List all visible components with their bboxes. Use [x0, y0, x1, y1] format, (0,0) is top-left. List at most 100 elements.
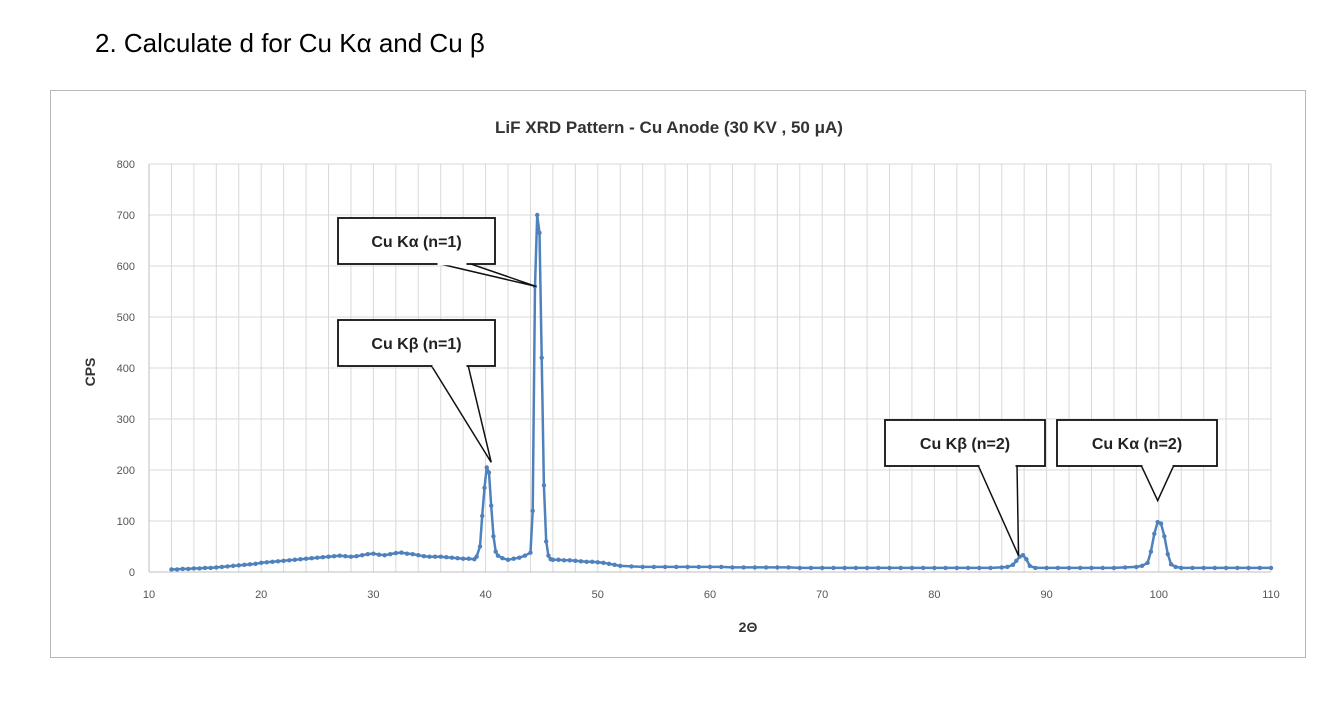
- data-point: [230, 563, 236, 569]
- callout-label: Cu Kβ (n=2): [920, 436, 1010, 453]
- data-point: [1134, 564, 1139, 570]
- data-point: [546, 553, 551, 558]
- data-point: [1044, 565, 1049, 571]
- data-point: [1155, 519, 1160, 525]
- y-tick-label: 200: [117, 465, 135, 477]
- data-point: [208, 565, 213, 571]
- data-point: [388, 551, 393, 557]
- data-point: [186, 566, 191, 572]
- data-point: [500, 556, 505, 561]
- data-point: [1027, 563, 1032, 569]
- data-point: [741, 565, 746, 570]
- data-point: [1024, 557, 1029, 562]
- data-point: [455, 556, 460, 561]
- x-tick-label: 30: [367, 589, 379, 601]
- data-point: [410, 551, 415, 557]
- data-point: [977, 565, 982, 571]
- data-point: [685, 564, 690, 570]
- data-point: [493, 549, 498, 554]
- data-point: [491, 534, 496, 539]
- data-point: [427, 554, 432, 559]
- data-point: [1139, 563, 1145, 569]
- data-point: [480, 513, 485, 519]
- data-point: [477, 544, 483, 549]
- data-point: [1089, 565, 1094, 571]
- data-point: [191, 566, 197, 571]
- data-point: [432, 554, 438, 559]
- x-tick-label: 100: [1150, 589, 1168, 601]
- data-point: [1148, 549, 1154, 554]
- data-point: [275, 559, 281, 564]
- data-point: [399, 550, 404, 555]
- y-tick-label: 300: [117, 414, 135, 426]
- data-point: [1173, 564, 1178, 570]
- data-point: [528, 550, 533, 555]
- callout-ka2: Cu Kα (n=2): [1056, 419, 1218, 503]
- data-point: [1111, 565, 1117, 571]
- data-point: [343, 553, 348, 559]
- chart-title: LiF XRD Pattern - Cu Anode (30 KV , 50 μ…: [495, 118, 843, 137]
- y-tick-label: 0: [129, 567, 135, 579]
- data-point: [589, 559, 595, 564]
- y-tick-label: 500: [117, 312, 135, 324]
- annotations: Cu Kα (n=1) Cu Kβ (n=1) Cu Kβ (n=2) Cu Kα (…: [337, 217, 1218, 556]
- callout-pointer: [429, 364, 492, 463]
- data-point: [943, 565, 948, 571]
- data-point: [696, 564, 701, 570]
- y-tick-label: 400: [117, 363, 135, 375]
- x-tick-label: 80: [928, 589, 940, 601]
- data-point: [640, 564, 645, 570]
- data-point: [315, 555, 320, 560]
- data-point: [1145, 560, 1150, 566]
- data-point: [1152, 531, 1157, 536]
- data-point: [1190, 565, 1195, 571]
- series: [169, 212, 1274, 572]
- data-point: [219, 564, 225, 570]
- data-point: [629, 564, 634, 569]
- data-point: [354, 553, 359, 559]
- y-tick-label: 100: [117, 516, 135, 528]
- data-point: [651, 564, 657, 570]
- data-point: [474, 554, 479, 559]
- x-axis-title: 2Θ: [739, 619, 758, 635]
- data-point: [1020, 552, 1026, 558]
- data-point: [1010, 562, 1016, 568]
- data-point: [281, 558, 286, 563]
- data-point: [169, 567, 174, 572]
- data-point: [253, 561, 258, 567]
- data-point: [236, 563, 241, 568]
- y-tick-label: 600: [117, 261, 135, 273]
- data-point: [259, 560, 264, 566]
- data-point: [876, 565, 881, 571]
- callout-pointer: [976, 464, 1020, 556]
- data-point: [1066, 565, 1072, 571]
- data-point: [988, 565, 993, 571]
- data-point: [932, 565, 937, 571]
- x-tick-label: 10: [143, 589, 155, 601]
- data-point: [1235, 565, 1240, 571]
- data-point: [1162, 534, 1167, 539]
- data-point: [292, 557, 298, 562]
- y-tick-label: 700: [117, 210, 135, 222]
- data-point: [530, 508, 535, 513]
- data-point: [584, 559, 589, 564]
- data-point: [606, 561, 612, 567]
- series-line: [171, 213, 1271, 571]
- x-tick-label: 60: [704, 589, 716, 601]
- data-point: [522, 553, 528, 558]
- data-point: [965, 565, 971, 571]
- x-tick-label: 110: [1262, 589, 1280, 601]
- data-point: [303, 556, 309, 561]
- data-point: [573, 558, 578, 563]
- data-point: [421, 553, 427, 559]
- data-point: [601, 560, 606, 566]
- callout-label: Cu Kα (n=1): [371, 234, 461, 251]
- data-point: [1257, 565, 1262, 571]
- data-point: [898, 565, 903, 571]
- data-point: [719, 564, 724, 570]
- xrd-chart: 10 20 30 40 50 60 70 80 90 100 110 0 100 200 300 400 500…: [82, 118, 1280, 635]
- data-point: [214, 565, 219, 570]
- data-point: [543, 539, 549, 544]
- data-point: [1179, 565, 1184, 571]
- data-point: [247, 562, 253, 567]
